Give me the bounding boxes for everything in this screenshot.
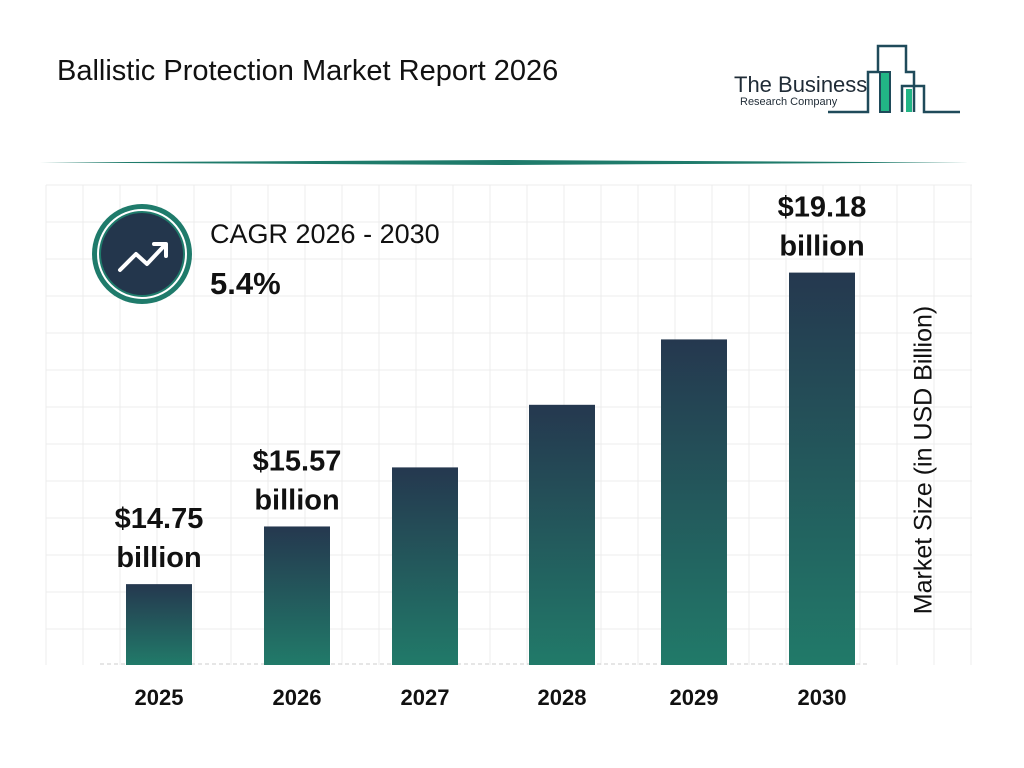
x-tick-label: 2027 bbox=[401, 685, 450, 710]
data-label-unit: billion bbox=[116, 542, 201, 574]
data-label-value: $14.75 bbox=[115, 503, 204, 535]
x-tick-label: 2025 bbox=[135, 685, 184, 710]
cagr-badge bbox=[92, 204, 192, 304]
logo-text-line2: Research Company bbox=[740, 96, 838, 108]
cagr-label: CAGR 2026 - 2030 bbox=[210, 219, 440, 249]
x-tick-label: 2028 bbox=[538, 685, 587, 710]
bar-2025 bbox=[126, 584, 192, 665]
x-tick-label: 2026 bbox=[273, 685, 322, 710]
bar-2030 bbox=[789, 272, 855, 665]
data-label-value: $15.57 bbox=[253, 445, 342, 477]
bar-2027 bbox=[392, 467, 458, 665]
data-label-unit: billion bbox=[779, 231, 864, 263]
header-divider bbox=[40, 160, 970, 165]
x-tick-label: 2030 bbox=[798, 685, 847, 710]
logo-buildings-icon bbox=[828, 44, 960, 114]
data-label-unit: billion bbox=[254, 484, 339, 516]
y-axis-label: Market Size (in USD Billion) bbox=[909, 305, 938, 615]
logo-text-line1: The Business bbox=[734, 72, 868, 97]
bar-2028 bbox=[529, 404, 595, 665]
x-tick-label: 2029 bbox=[670, 685, 719, 710]
company-logo: The Business Research Company bbox=[728, 44, 968, 116]
bar-2026 bbox=[264, 526, 330, 665]
chart-title: Ballistic Protection Market Report 2026 bbox=[57, 55, 559, 87]
bar-2029 bbox=[661, 339, 727, 665]
trending-up-icon bbox=[118, 242, 168, 272]
data-label-value: $19.18 bbox=[778, 192, 867, 224]
cagr-value: 5.4% bbox=[210, 266, 281, 301]
